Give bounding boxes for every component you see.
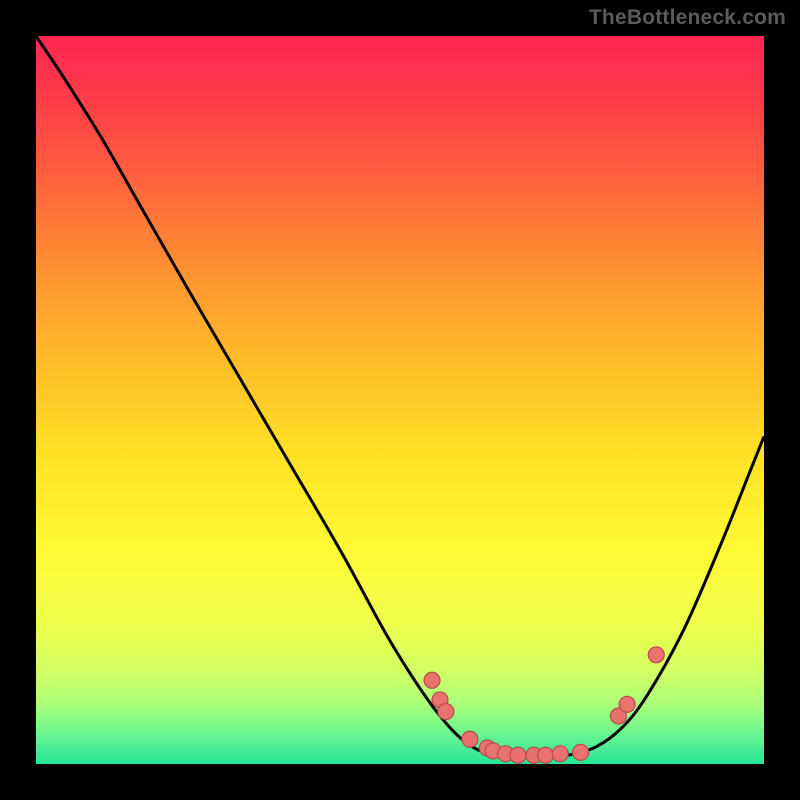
data-marker xyxy=(538,747,554,763)
watermark-text: TheBottleneck.com xyxy=(589,6,786,30)
data-markers xyxy=(424,647,664,763)
data-marker xyxy=(510,747,526,763)
data-marker xyxy=(438,704,454,720)
data-marker xyxy=(462,731,478,747)
data-marker xyxy=(619,696,635,712)
data-marker xyxy=(424,672,440,688)
data-marker xyxy=(573,744,589,760)
plot-area xyxy=(36,36,764,764)
data-marker xyxy=(552,746,568,762)
curve-layer xyxy=(36,36,764,764)
chart-frame: TheBottleneck.com xyxy=(0,0,800,800)
data-marker xyxy=(648,647,664,663)
